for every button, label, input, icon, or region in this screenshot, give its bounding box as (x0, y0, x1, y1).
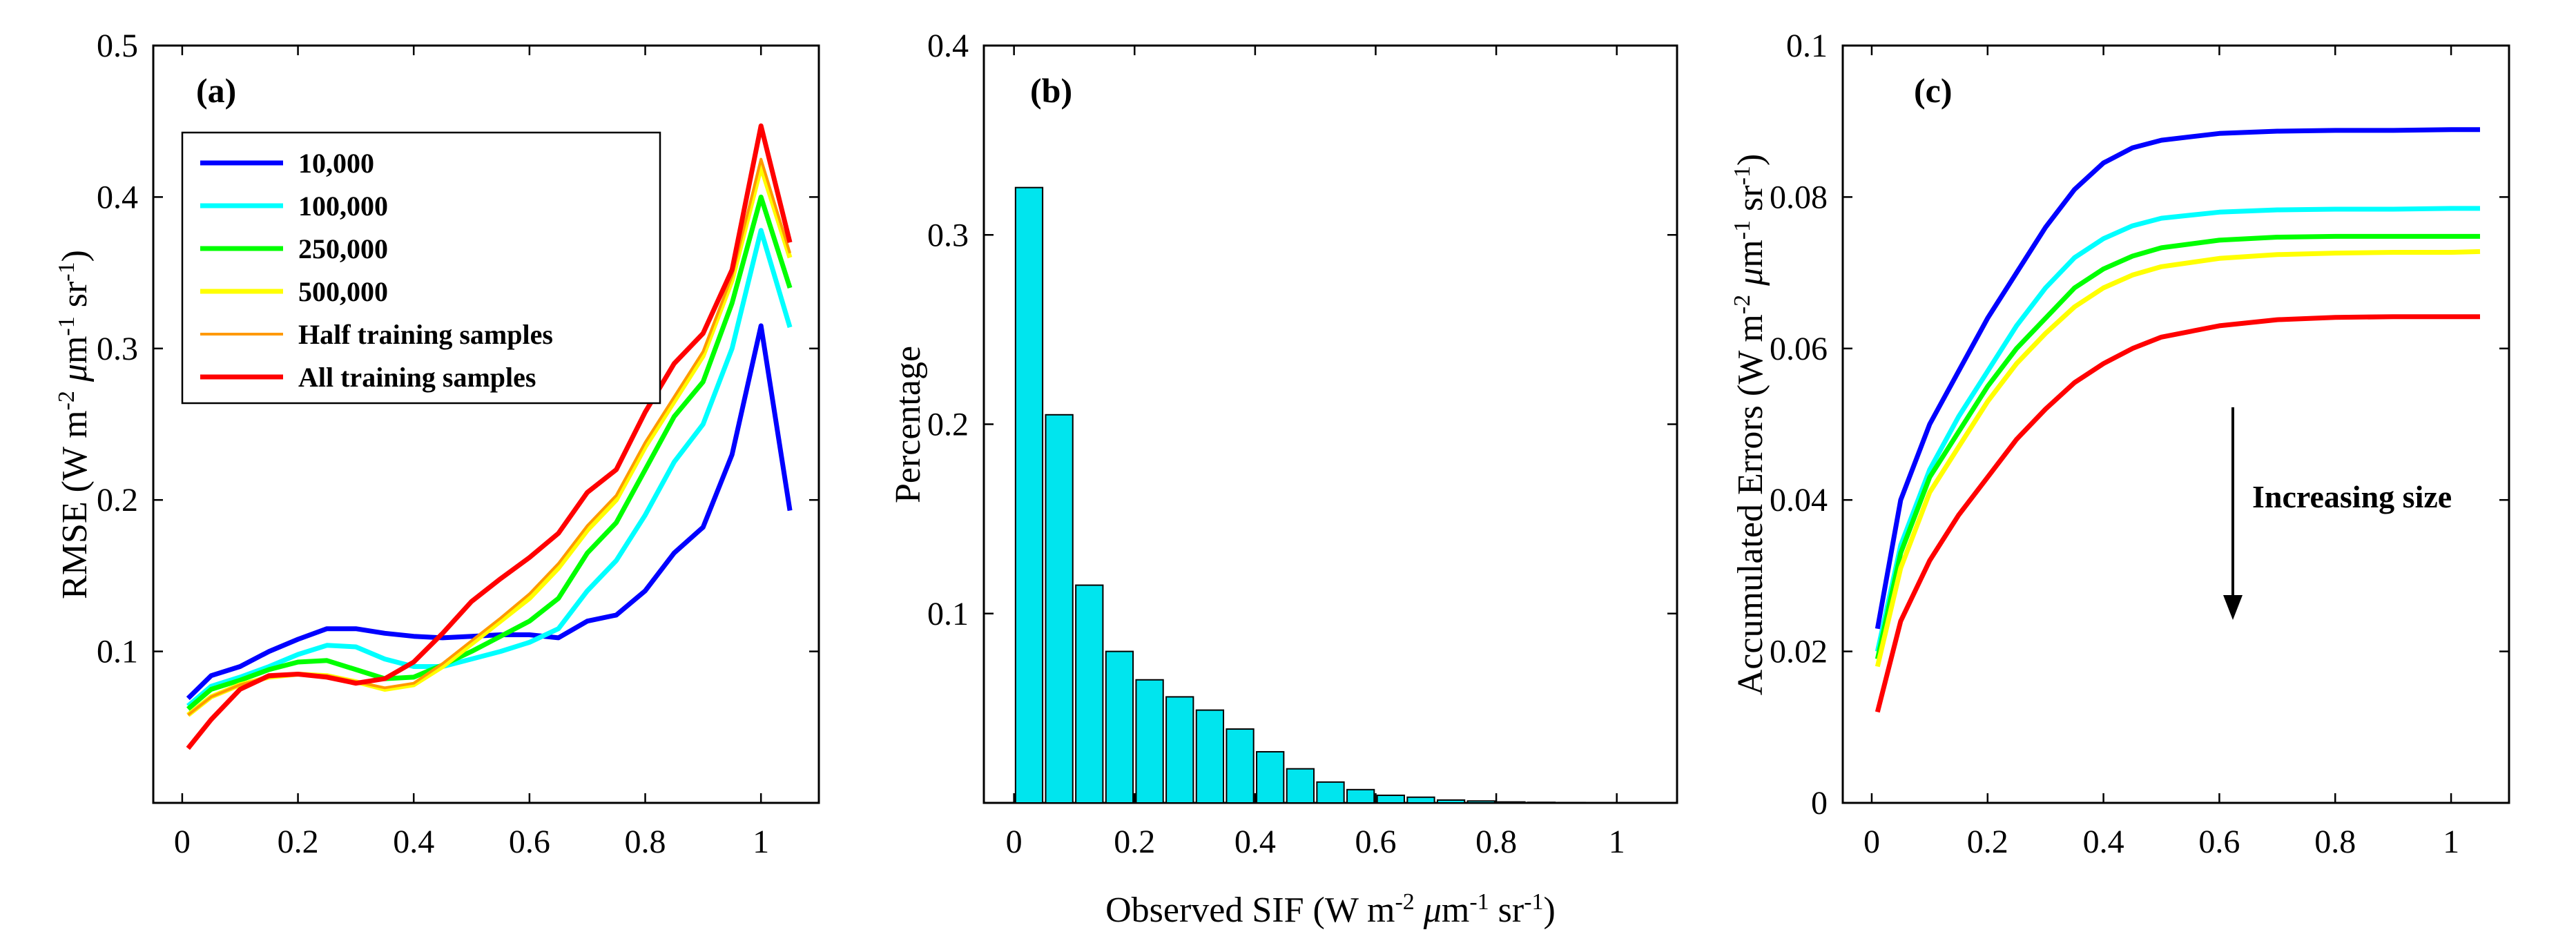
bar (1497, 801, 1526, 804)
y-tick-label: 0.04 (1770, 482, 1828, 518)
legend-label: Half training samples (298, 319, 553, 350)
x-tick-label: 0.2 (1967, 824, 2008, 860)
y-tick-label: 0.1 (927, 596, 969, 632)
increasing-size-annotation: Increasing size (2252, 479, 2452, 514)
series-line-1 (186, 228, 793, 708)
panel-c-axes-box (1841, 44, 2510, 804)
x-tick-label: 1 (1609, 824, 1625, 860)
legend-box (181, 131, 661, 405)
bar (1105, 650, 1134, 804)
panel-b-plot-area: 0 0.2 0.4 0.6 0.8 1 0.1 0.2 0.3 0.4 (927, 28, 1677, 860)
series-line-2 (1875, 233, 2480, 660)
x-tick-label: 0.6 (509, 824, 550, 860)
panel-a-ylabel: RMSE (W m-2 μm-1 sr-1) (54, 250, 95, 599)
panel-a-plot-area: 0 0.2 0.4 0.6 0.8 1 0.1 0.2 0.3 0.4 0.5 (97, 28, 819, 860)
series-line-2 (186, 194, 793, 711)
panel-a-legend: 10,000 100,000 250,000 500,000 Half training… (181, 131, 661, 405)
y-tick-label: 0.08 (1770, 179, 1828, 215)
y-tick-label: 0.4 (927, 28, 969, 64)
x-tick-label: 0.2 (278, 824, 319, 860)
panel-b-xlabel: Observed SIF (W m-2 μm-1 sr-1) (1105, 889, 1556, 930)
legend-label: All training samples (298, 362, 536, 393)
y-tick-label: 0.3 (97, 331, 138, 367)
series-line-1 (1875, 206, 2480, 652)
x-tick-label: 0.4 (1234, 824, 1276, 860)
bar (1075, 584, 1104, 804)
legend-label: 500,000 (298, 276, 388, 307)
bar (1557, 802, 1586, 804)
y-tick-label: 0.3 (927, 217, 969, 253)
panel-c-label: (c) (1914, 71, 1953, 110)
legend-label: 10,000 (298, 148, 374, 179)
panel-c-ylabel: Accumulated Errors (W m-2 μm-1 sr-1) (1730, 154, 1770, 696)
legend-entries: 10,000 100,000 250,000 500,000 Half training… (200, 148, 553, 393)
series-line-3 (1875, 249, 2481, 668)
y-tick-label: 0 (1811, 785, 1828, 822)
bar (1617, 802, 1647, 804)
y-tick-label: 0.1 (97, 634, 138, 670)
bar (1195, 709, 1225, 804)
bar (1256, 750, 1285, 804)
panel-b-label: (b) (1030, 71, 1072, 110)
legend-label: 100,000 (298, 191, 388, 222)
legend-label: 250,000 (298, 233, 388, 264)
x-tick-label: 0.8 (625, 824, 666, 860)
bar (1045, 414, 1074, 804)
x-tick-label: 0 (1863, 824, 1880, 860)
series-line-5 (186, 123, 793, 750)
bar (1376, 795, 1405, 804)
x-tick-label: 0.8 (2314, 824, 2356, 860)
x-tick-label: 0.2 (1114, 824, 1155, 860)
bar (1406, 796, 1435, 804)
panel-b-ylabel: Percentage (889, 346, 928, 503)
bar (1135, 679, 1164, 804)
bar (1226, 728, 1255, 804)
series-line-0 (186, 323, 793, 701)
x-tick-label: 1 (2443, 824, 2459, 860)
y-tick-label: 0.2 (927, 407, 969, 443)
bar (1014, 186, 1044, 804)
bar (1587, 802, 1616, 804)
y-tick-label: 0.06 (1770, 331, 1828, 367)
y-tick-label: 0.4 (97, 179, 138, 215)
bar (1316, 781, 1345, 804)
y-tick-label: 0.2 (97, 482, 138, 518)
x-tick-label: 0.6 (2198, 824, 2240, 860)
x-tick-label: 0 (1006, 824, 1023, 860)
panel-a: 0 0.2 0.4 0.6 0.8 1 0.1 0.2 0.3 0.4 0.5 (a) 10,000… (54, 28, 820, 860)
series-line-4 (1875, 314, 2480, 713)
bar (1165, 696, 1194, 804)
y-tick-label: 0.02 (1770, 634, 1828, 670)
bar (1466, 800, 1495, 804)
series-line-0 (1875, 127, 2480, 630)
y-tick-label: 0.1 (1786, 28, 1828, 64)
arrow-head (2223, 595, 2243, 620)
panel-a-label: (a) (196, 71, 236, 110)
x-tick-label: 0 (174, 824, 191, 860)
x-tick-label: 0.4 (393, 824, 434, 860)
x-tick-label: 0.4 (2083, 824, 2124, 860)
bar (1436, 799, 1466, 804)
bar (1527, 802, 1556, 804)
bar (1286, 768, 1315, 804)
x-tick-label: 0.8 (1475, 824, 1517, 860)
increasing-size-arrow (2223, 407, 2243, 620)
panel-b: 0 0.2 0.4 0.6 0.8 1 0.1 0.2 0.3 0.4 (b) Percentag… (889, 28, 1678, 930)
bar (1346, 788, 1375, 804)
y-tick-label: 0.5 (97, 28, 138, 64)
x-tick-label: 0.6 (1355, 824, 1396, 860)
x-tick-label: 1 (753, 824, 769, 860)
panel-c-plot-area: 0 0.2 0.4 0.6 0.8 1 0 0.02 0.04 0.06 0.08 0.1 (1770, 28, 2509, 860)
panel-c: 0 0.2 0.4 0.6 0.8 1 0 0.02 0.04 0.06 0.08 0.1 (c) I… (1730, 28, 2510, 860)
